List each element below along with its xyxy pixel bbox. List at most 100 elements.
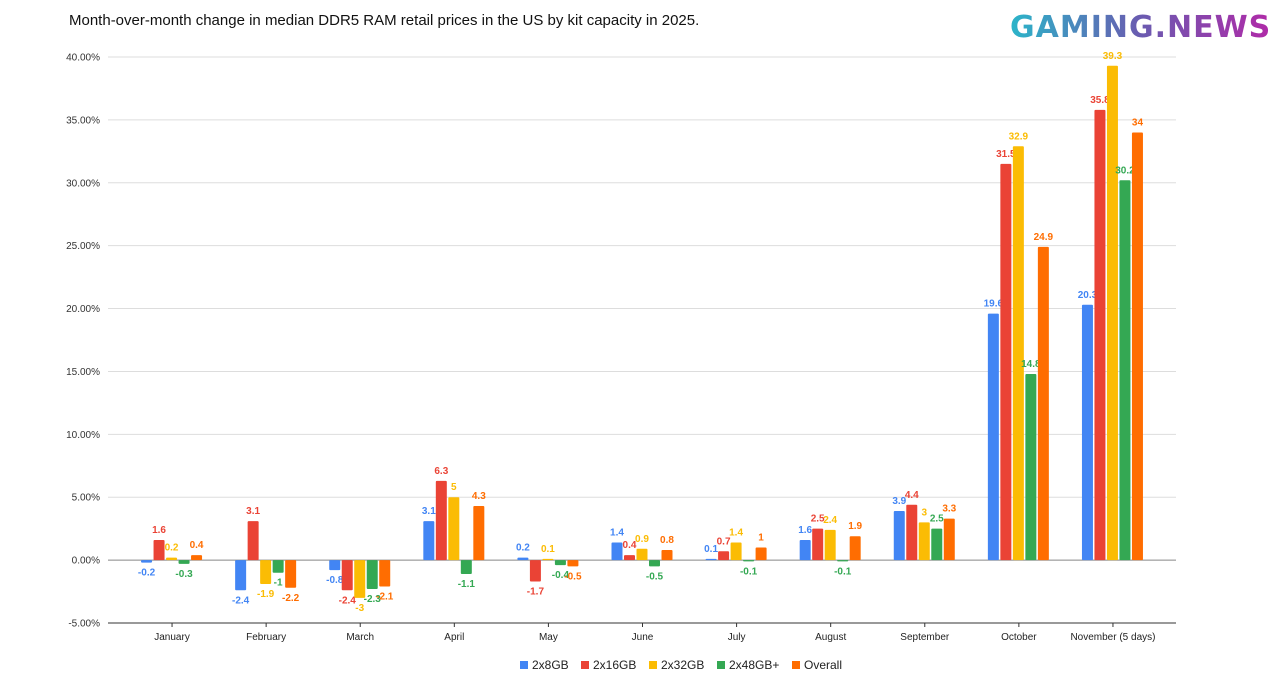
chart-title: Month-over-month change in median DDR5 R… bbox=[69, 12, 700, 29]
data-label: -1 bbox=[274, 578, 283, 589]
data-label: 34 bbox=[1132, 117, 1144, 128]
y-tick-label: 5.00% bbox=[72, 493, 100, 504]
bar-2x48GB+ bbox=[1025, 373, 1037, 561]
gaming-news-logo: GAMING.NEWS bbox=[1010, 10, 1272, 45]
data-label: -0.1 bbox=[740, 566, 758, 577]
data-label: -1.1 bbox=[458, 579, 476, 590]
legend-swatch bbox=[581, 661, 589, 669]
bar-2x48GB+ bbox=[837, 560, 849, 562]
bar-2x32GB bbox=[918, 522, 930, 561]
bar-2x48GB+ bbox=[1119, 180, 1131, 561]
data-label: 5 bbox=[451, 482, 457, 493]
x-tick-label: May bbox=[539, 632, 558, 643]
data-label: 0.8 bbox=[660, 535, 674, 546]
bar-Overall bbox=[1037, 246, 1049, 561]
data-label: 1.6 bbox=[798, 525, 812, 536]
bar-2x32GB bbox=[730, 542, 742, 561]
bar-2x48GB+ bbox=[366, 560, 378, 590]
bar-Overall bbox=[943, 518, 955, 561]
data-label: 3 bbox=[921, 507, 927, 518]
bar-2x48GB+ bbox=[743, 560, 755, 562]
x-tick-label: February bbox=[246, 632, 286, 643]
bar-2x48GB+ bbox=[554, 560, 566, 566]
bar-2x8GB bbox=[423, 521, 435, 561]
bar-Overall bbox=[1131, 132, 1143, 561]
data-label: 0.1 bbox=[541, 544, 555, 555]
data-label: 3.3 bbox=[942, 504, 956, 515]
data-label: 0.7 bbox=[717, 536, 731, 547]
data-label: 1.6 bbox=[152, 525, 166, 536]
legend-swatch bbox=[717, 661, 725, 669]
data-label: -0.3 bbox=[175, 569, 193, 580]
data-label: 31.5 bbox=[996, 149, 1016, 160]
bar-2x16GB bbox=[1000, 163, 1012, 561]
data-label: 2.4 bbox=[823, 515, 837, 526]
data-label: -2.4 bbox=[339, 595, 357, 606]
bar-Overall bbox=[661, 550, 673, 561]
data-label: 2.5 bbox=[930, 514, 944, 525]
legend-label: Overall bbox=[804, 658, 842, 672]
bar-Overall bbox=[567, 560, 579, 567]
bar-2x16GB bbox=[812, 528, 824, 561]
bar-2x8GB bbox=[987, 313, 999, 561]
data-label: 0.9 bbox=[635, 534, 649, 545]
data-label: 1.9 bbox=[848, 521, 862, 532]
bar-2x32GB bbox=[354, 560, 366, 598]
bar-Overall bbox=[191, 555, 203, 561]
data-label: 0.2 bbox=[165, 543, 179, 554]
data-label: 0.4 bbox=[190, 540, 204, 551]
bar-2x48GB+ bbox=[649, 560, 660, 567]
bar-2x16GB bbox=[624, 555, 635, 561]
bar-2x8GB bbox=[1081, 304, 1093, 561]
bar-2x16GB bbox=[718, 551, 730, 561]
bar-2x32GB bbox=[1012, 146, 1024, 561]
x-tick-label: March bbox=[346, 632, 374, 643]
data-label: -0.4 bbox=[552, 570, 570, 581]
data-label: -2.4 bbox=[232, 595, 250, 606]
bar-2x8GB bbox=[611, 542, 623, 561]
legend-swatch bbox=[649, 661, 657, 669]
y-tick-label: 40.00% bbox=[66, 53, 100, 64]
x-tick-label: July bbox=[728, 632, 746, 643]
bar-2x16GB bbox=[1094, 109, 1106, 561]
bar-2x16GB bbox=[529, 560, 541, 582]
bar-2x16GB bbox=[247, 521, 259, 561]
data-label: 0.2 bbox=[516, 543, 530, 554]
bar-Overall bbox=[473, 506, 485, 561]
bar-Overall bbox=[849, 536, 861, 561]
data-label: -0.5 bbox=[564, 571, 582, 582]
x-tick-label: April bbox=[444, 632, 464, 643]
data-label: 1.4 bbox=[729, 528, 743, 539]
data-label: 1.4 bbox=[610, 528, 624, 539]
bar-2x32GB bbox=[1106, 65, 1118, 561]
y-tick-label: 10.00% bbox=[66, 430, 100, 441]
data-label: -1.9 bbox=[257, 589, 275, 600]
legend-swatch bbox=[792, 661, 800, 669]
bar-2x8GB bbox=[893, 511, 905, 561]
data-label: 1 bbox=[758, 533, 764, 544]
data-label: 35.8 bbox=[1090, 95, 1110, 106]
y-tick-label: 15.00% bbox=[66, 367, 100, 378]
y-tick-label: 20.00% bbox=[66, 304, 100, 315]
x-tick-label: June bbox=[632, 632, 654, 643]
bar-2x48GB+ bbox=[931, 528, 943, 561]
bar-2x16GB bbox=[906, 504, 918, 561]
data-label: 19.6 bbox=[984, 299, 1004, 310]
data-label: -1.7 bbox=[527, 586, 545, 597]
y-tick-label: 0.00% bbox=[72, 556, 100, 567]
data-label: 4.4 bbox=[905, 490, 919, 501]
x-tick-label: September bbox=[900, 632, 950, 643]
bar-2x16GB bbox=[153, 539, 165, 561]
bar-2x8GB bbox=[235, 560, 247, 591]
data-label: 0.1 bbox=[704, 544, 718, 555]
x-tick-label: November (5 days) bbox=[1070, 632, 1155, 643]
legend-label: 2x48GB+ bbox=[729, 658, 779, 672]
bar-2x8GB bbox=[799, 539, 811, 561]
data-label: -3 bbox=[355, 603, 364, 614]
bar-2x16GB bbox=[341, 560, 353, 591]
data-label: 14.8 bbox=[1021, 359, 1041, 370]
data-label: 39.3 bbox=[1103, 51, 1123, 62]
data-label: -0.8 bbox=[326, 575, 344, 586]
data-label: 20.3 bbox=[1078, 290, 1098, 301]
